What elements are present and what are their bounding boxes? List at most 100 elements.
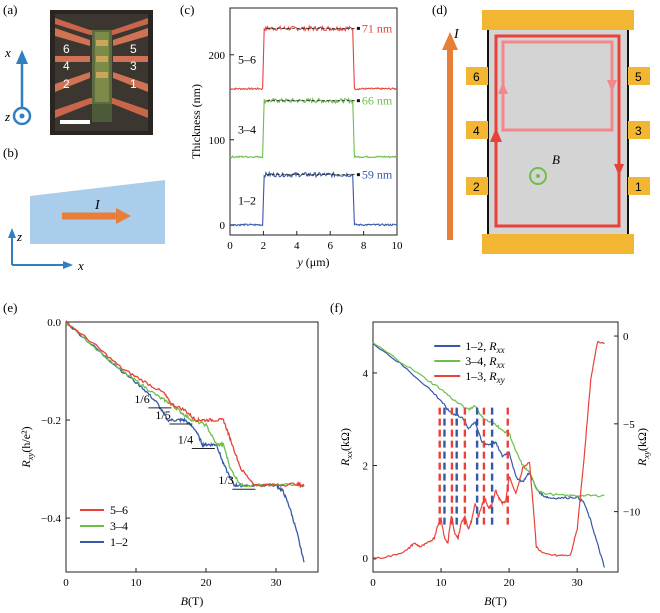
- y-axis-label-right-f: Rxy(kΩ): [635, 428, 651, 467]
- height-marker-c: [356, 26, 360, 30]
- legend-label-f: 3–4, Rxx: [465, 354, 504, 370]
- y-tick-label-e: 0.0: [47, 317, 61, 329]
- series-line-f-1–2, Rxx: [372, 342, 605, 568]
- panel-label-b: (b): [3, 145, 18, 160]
- wedge-sample: [30, 180, 165, 244]
- contact-label-d-5: 5: [635, 70, 642, 84]
- y-tick-label-c: 200: [209, 50, 226, 62]
- height-marker-c: [356, 173, 360, 177]
- contact-label-a-1: 1: [130, 77, 137, 91]
- series-line-e-5–6: [65, 320, 305, 489]
- series-line-e-1–2: [65, 322, 305, 563]
- height-marker-c: [356, 99, 360, 103]
- series-label-c: 3–4: [238, 123, 256, 137]
- field-label-d: B: [552, 152, 560, 167]
- y-tick-label-e: −0.4: [41, 513, 61, 525]
- bottom-contact-bar: [482, 234, 634, 254]
- current-arrow-b: [116, 208, 131, 224]
- plateau-label-e: 1/3: [218, 473, 233, 487]
- contact-label-d-1: 1: [635, 180, 642, 194]
- axis-label-x-a: x: [4, 45, 11, 60]
- y-tick-label-c: 100: [209, 135, 226, 147]
- x-tick-label-f: 10: [436, 577, 448, 589]
- coordinate-axes-a: x z: [4, 45, 32, 126]
- legend-label-e: 5–6: [110, 503, 128, 517]
- x-axis-label-f: B(T): [484, 594, 507, 608]
- legend-label-e: 3–4: [110, 519, 128, 533]
- x-tick-label-e: 30: [271, 577, 283, 589]
- x-axis-label-e: B(T): [181, 594, 204, 608]
- legend-label-f: 1–2, Rxx: [465, 339, 504, 355]
- top-contact-bar: [482, 10, 634, 30]
- legend-label-e: 1–2: [110, 535, 128, 549]
- series-line-c-3–4: [229, 97, 398, 159]
- series-line-f-3–4, Rxx: [372, 342, 605, 498]
- series-label-c: 1–2: [238, 194, 256, 208]
- chart-e: 0 10 20 30 0.0 −0.2 −0.4 B(T) Rxy(h/e²) 1/6 1/5 1/4…: [19, 317, 319, 608]
- scale-bar: [60, 120, 90, 124]
- y-tick-label-left-f: 2: [363, 461, 369, 473]
- y-tick-label-right-f: −10: [623, 507, 641, 519]
- axis-label-z-b: z: [16, 229, 22, 244]
- x-tick-label-e: 20: [201, 577, 213, 589]
- height-annotation-c: 71 nm: [362, 21, 393, 35]
- panel-e: 0 10 20 30 0.0 −0.2 −0.4 B(T) Rxy(h/e²) 1/6 1/5 1/4…: [19, 317, 319, 608]
- contact-label-d-3: 3: [635, 124, 642, 138]
- contact-label-d-4: 4: [473, 124, 480, 138]
- axis-label-z-a: z: [4, 109, 10, 124]
- height-annotation-c: 59 nm: [362, 168, 393, 182]
- y-tick-label-right-f: 0: [623, 331, 629, 343]
- device-body: [488, 28, 628, 236]
- contact-label-a-6: 6: [63, 42, 70, 56]
- series-label-c: 5–6: [238, 53, 256, 67]
- x-tick-label-e: 10: [131, 577, 143, 589]
- panel-label-a: (a): [3, 2, 17, 17]
- axis-label-x-b: x: [77, 258, 84, 273]
- contact-label-a-5: 5: [130, 42, 137, 56]
- y-tick-label-left-f: 0: [363, 553, 369, 565]
- x-tick-label-c: 10: [392, 240, 404, 252]
- panel-label-c: (c): [180, 2, 194, 17]
- chart-f: 0 10 20 30 0 2 4 0 −5 −10 B(T) Rxx(kΩ) Rxy(kΩ) 1–2, R…: [338, 321, 651, 608]
- y-tick-label-right-f: −5: [623, 419, 635, 431]
- x-tick-label-c: 6: [327, 240, 333, 252]
- panel-a: x z 6 4 2 5 3: [4, 10, 153, 135]
- contact-label-a-3: 3: [130, 59, 137, 73]
- panel-d: I 6 4 2 5 3 1 B: [442, 10, 650, 254]
- panel-b: I z x: [8, 180, 165, 273]
- current-label-d: I: [453, 27, 460, 42]
- legend-label-f: 1–3, Rxy: [465, 369, 504, 385]
- y-axis-label-e: Rxy(h/e²): [19, 426, 35, 468]
- x-tick-label-f: 20: [504, 577, 516, 589]
- panel-label-e: (e): [3, 300, 17, 315]
- y-axis-label-left-f: Rxx(kΩ): [338, 428, 354, 467]
- panel-f: 0 10 20 30 0 2 4 0 −5 −10 B(T) Rxx(kΩ) Rxy(kΩ) 1–2, R…: [338, 321, 651, 608]
- y-tick-label-c: 0: [220, 220, 226, 232]
- plot-frame-f: [372, 321, 619, 573]
- current-arrow-d: [442, 32, 458, 50]
- device-micrograph: 6 4 2 5 3 1: [50, 10, 153, 135]
- current-label-b: I: [94, 198, 101, 213]
- x-tick-label-f: 30: [572, 577, 584, 589]
- panel-label-f: (f): [330, 300, 343, 315]
- contact-label-d-2: 2: [473, 180, 480, 194]
- magnetic-field-icon: [529, 167, 547, 185]
- x-axis-label-c: y (μm): [296, 255, 329, 269]
- x-tick-label-f: 0: [370, 577, 376, 589]
- plateau-label-e: 1/5: [155, 408, 170, 422]
- coordinate-axes-b: z x: [8, 228, 84, 273]
- x-tick-label-e: 0: [63, 577, 69, 589]
- contact-label-d-6: 6: [473, 70, 480, 84]
- panel-label-d: (d): [432, 2, 447, 17]
- y-tick-label-left-f: 4: [363, 368, 369, 380]
- series-line-e-3–4: [65, 322, 305, 488]
- plateau-label-e: 1/6: [134, 392, 149, 406]
- x-tick-label-c: 0: [227, 240, 233, 252]
- contact-label-a-2: 2: [63, 77, 70, 91]
- plot-frame-c: [229, 7, 398, 236]
- x-tick-label-c: 4: [294, 240, 300, 252]
- plateau-label-e: 1/4: [178, 433, 193, 447]
